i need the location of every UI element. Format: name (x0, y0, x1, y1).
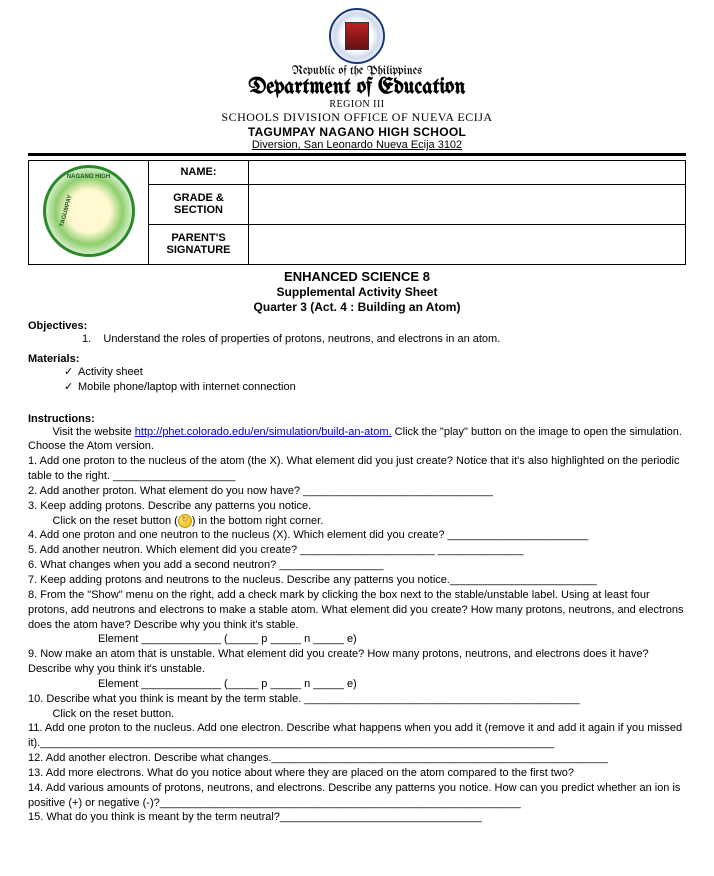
instructions-heading: Instructions: (28, 413, 686, 425)
question-2: 2. Add another proton. What element do y… (28, 484, 686, 499)
name-label: NAME: (149, 161, 249, 185)
phet-link[interactable]: http://phet.colorado.edu/en/simulation/b… (135, 426, 392, 438)
materials-heading: Materials: (28, 353, 686, 365)
school-address: Diversion, San Leonardo Nueva Ecija 3102 (28, 139, 686, 151)
name-field[interactable] (249, 161, 686, 185)
question-10: 10. Describe what you think is meant by … (28, 692, 686, 707)
question-9: 9. Now make an atom that is unstable. Wh… (28, 647, 686, 677)
header-rule (28, 153, 686, 156)
sheet-type: Supplemental Activity Sheet (28, 285, 686, 299)
division-line: SCHOOLS DIVISION OFFICE OF NUEVA ECIJA (28, 110, 686, 125)
question-9-blank: Element _____________ (_____ p _____ n _… (98, 677, 686, 692)
question-15: 15. What do you think is meant by the te… (28, 810, 686, 825)
question-14: 14. Add various amounts of protons, neut… (28, 781, 686, 811)
question-8-blank: Element _____________ (_____ p _____ n _… (98, 632, 686, 647)
objectives-heading: Objectives: (28, 320, 686, 332)
question-8: 8. From the "Show" menu on the right, ad… (28, 588, 686, 633)
deped-seal (329, 8, 385, 64)
school-logo-cell: NAGANO HIGH TAGUMPAY (29, 161, 149, 265)
question-13: 13. Add more electrons. What do you noti… (28, 766, 686, 781)
reset-icon: ↻ (178, 514, 192, 528)
school-name: TAGUMPAY NAGANO HIGH SCHOOL (28, 125, 686, 139)
question-10-sub: Click on the reset button. (28, 707, 686, 722)
material-item-1: ✓Activity sheet (64, 365, 686, 380)
question-5: 5. Add another neutron. Which element di… (28, 543, 686, 558)
material-item-2: ✓Mobile phone/laptop with internet conne… (64, 380, 686, 395)
grade-section-label: GRADE & SECTION (149, 184, 249, 224)
instructions-intro: Visit the website http://phet.colorado.e… (28, 425, 686, 455)
grade-section-field[interactable] (249, 184, 686, 224)
student-info-table: NAGANO HIGH TAGUMPAY NAME: GRADE & SECTI… (28, 160, 686, 265)
objective-item: 1. Understand the roles of properties of… (82, 332, 686, 347)
question-11: 11. Add one proton to the nucleus. Add o… (28, 721, 686, 751)
parent-signature-label: PARENT'S SIGNATURE (149, 224, 249, 264)
question-7: 7. Keep adding protons and neutrons to t… (28, 573, 686, 588)
parent-signature-field[interactable] (249, 224, 686, 264)
question-3: 3. Keep adding protons. Describe any pat… (28, 499, 686, 514)
subject-title: ENHANCED SCIENCE 8 (28, 269, 686, 284)
question-1: 1. Add one proton to the nucleus of the … (28, 454, 686, 484)
department-line: Department of Education (28, 76, 686, 99)
worksheet-title: ENHANCED SCIENCE 8 Supplemental Activity… (28, 269, 686, 314)
reset-instruction: Click on the reset button (↻) in the bot… (28, 514, 686, 529)
question-4: 4. Add one proton and one neutron to the… (28, 528, 686, 543)
question-12: 12. Add another electron. Describe what … (28, 751, 686, 766)
question-6: 6. What changes when you add a second ne… (28, 558, 686, 573)
region-line: REGION III (28, 99, 686, 110)
document-header: Republic of the Philippines Department o… (28, 8, 686, 151)
quarter-activity: Quarter 3 (Act. 4 : Building an Atom) (28, 300, 686, 314)
school-logo: NAGANO HIGH TAGUMPAY (43, 165, 135, 257)
